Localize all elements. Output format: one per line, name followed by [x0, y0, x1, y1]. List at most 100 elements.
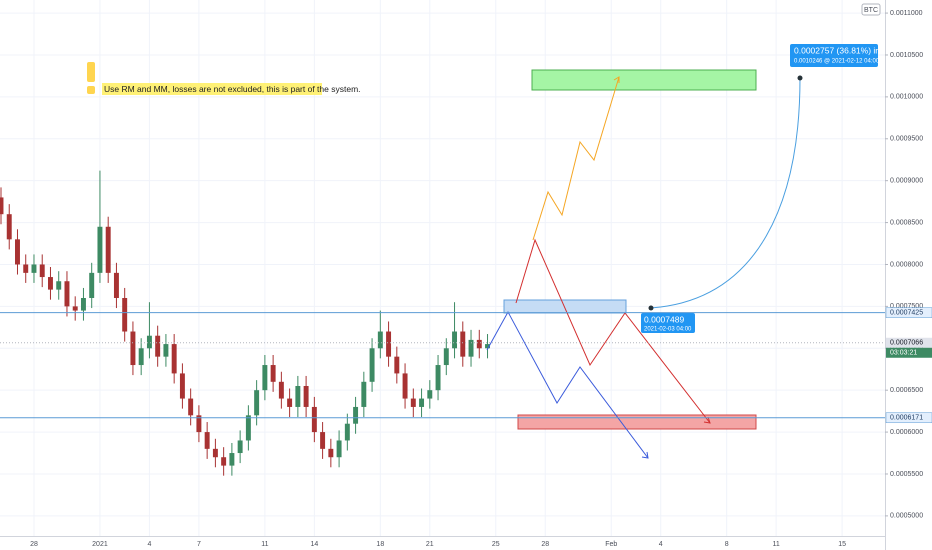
candle-body: [270, 365, 276, 382]
candle-body: [435, 365, 441, 391]
candle-body: [6, 214, 12, 240]
candle-body: [89, 272, 95, 299]
candle-body: [427, 390, 433, 399]
candle-body: [311, 406, 317, 433]
target-callout-line: 0.0010246 @ 2021-02-12 04:00: [794, 59, 880, 65]
candle-body: [56, 281, 62, 290]
candle-body: [23, 264, 29, 273]
candle-body: [196, 415, 202, 433]
x-tick-label: 14: [310, 541, 318, 548]
candle-body: [303, 385, 309, 407]
candle-body: [369, 348, 375, 382]
level-label: 0.0006171: [890, 415, 923, 422]
candle-body: [212, 448, 218, 458]
entry-callout-line: 0.0007489: [644, 314, 684, 324]
y-tick-label: 0.0009000: [890, 178, 923, 185]
candle-body: [336, 440, 342, 458]
candle-body: [64, 281, 70, 307]
candle-body: [328, 448, 334, 458]
level-label: 0.0007425: [890, 310, 923, 317]
candle-body: [221, 457, 227, 466]
note-highlight: [102, 83, 322, 95]
x-tick-label: 21: [426, 541, 434, 548]
entry-zone: [503, 299, 627, 314]
level-label-box: [885, 307, 932, 318]
candle-body: [361, 381, 367, 407]
candle-body: [229, 453, 235, 466]
y-tick-label: 0.0009500: [890, 136, 923, 143]
candle-body: [262, 365, 268, 391]
entry-callout-line: 2021-02-03 04:00: [644, 327, 692, 333]
candle-body: [80, 298, 86, 311]
candle-body: [402, 373, 408, 399]
target-callout-box: [790, 44, 878, 67]
candle-body: [188, 398, 194, 416]
candle-body: [476, 339, 482, 349]
x-tick-label: 18: [376, 541, 384, 548]
note-icon: [87, 86, 95, 94]
candle-body: [254, 390, 260, 416]
candle-body: [97, 226, 103, 273]
currency-box: [861, 3, 881, 16]
candle-body: [410, 398, 416, 407]
candle-body: [146, 335, 152, 349]
stop-zone: [517, 414, 757, 430]
countdown-box: [886, 347, 932, 358]
projection-arc: [650, 77, 801, 309]
y-tick-label: 0.0008500: [890, 219, 923, 226]
candle-body: [295, 385, 301, 407]
note-text: Use RM and MM, losses are not excluded, …: [104, 84, 361, 94]
candle-body: [31, 264, 37, 273]
candle-body: [113, 272, 119, 299]
y-tick-label: 0.0007500: [890, 303, 923, 310]
candle-body: [122, 298, 128, 332]
candle-body: [443, 348, 449, 366]
bull-arrow: [613, 76, 620, 83]
candle-body: [419, 398, 425, 407]
candle-body: [377, 331, 383, 349]
countdown-label: 03:03:21: [890, 350, 917, 357]
candle-body: [344, 423, 350, 441]
bull-path: [532, 76, 620, 241]
y-tick-label: 0.0011000: [890, 10, 923, 17]
x-tick-label: 28: [541, 541, 549, 548]
last-price-box: [886, 337, 932, 348]
last-price-label: 0.0007066: [890, 340, 923, 347]
candle-body: [138, 348, 144, 366]
candle-body: [460, 331, 466, 357]
anchor-point: [648, 305, 654, 311]
x-tick-label: 4: [147, 541, 151, 548]
candle-body: [278, 381, 284, 399]
base-path: [515, 238, 711, 424]
candle-body: [386, 331, 392, 357]
candle-body: [105, 226, 111, 273]
x-tick-label: Feb: [605, 541, 617, 548]
candle-body: [245, 415, 251, 441]
candle-body: [0, 197, 4, 215]
candle-body: [72, 306, 78, 311]
candle-body: [155, 335, 161, 357]
bear-arrow: [641, 451, 649, 459]
x-tick-label: 11: [773, 541, 780, 548]
candles: [0, 170, 490, 476]
entry-callout-box: [641, 313, 695, 333]
bear-path: [486, 310, 649, 459]
target-callout-line: 0.0002757 (36.81%) in 9d: [794, 45, 892, 55]
x-tick-label: 28: [30, 541, 38, 548]
x-tick-label: 11: [261, 541, 268, 548]
candle-body: [179, 373, 185, 399]
x-tick-label: 2021: [92, 541, 108, 548]
y-tick-label: 0.0010000: [890, 94, 923, 101]
base-arrow: [703, 416, 711, 424]
x-tick-label: 25: [492, 541, 500, 548]
x-tick-label: 15: [838, 541, 846, 548]
candle-body: [452, 331, 458, 349]
x-tick-label: 8: [725, 541, 729, 548]
y-tick-label: 0.0006500: [890, 387, 923, 394]
candle-body: [15, 239, 20, 265]
y-tick-label: 0.0006000: [890, 429, 923, 436]
candle-body: [394, 356, 400, 374]
target-zone: [531, 69, 757, 91]
